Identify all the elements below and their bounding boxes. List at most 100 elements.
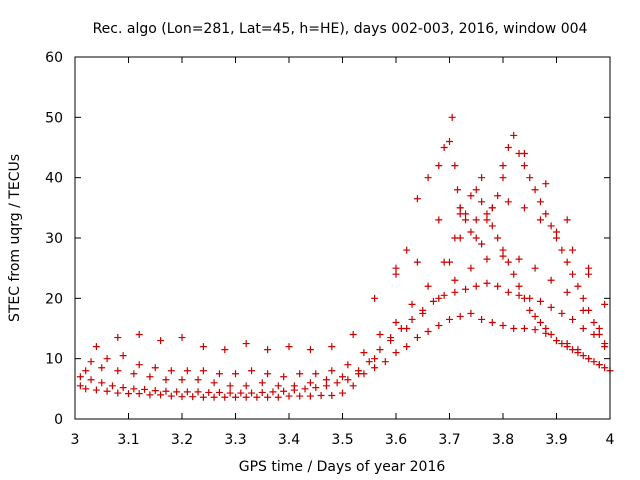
data-point (130, 370, 138, 378)
data-point (483, 279, 491, 287)
data-point (499, 252, 507, 260)
data-point (226, 389, 234, 397)
data-point (413, 195, 421, 203)
data-point (151, 387, 159, 395)
data-point (392, 264, 400, 272)
y-tick-label: 10 (45, 352, 63, 368)
data-point (563, 288, 571, 296)
data-point (536, 318, 544, 326)
data-point (413, 334, 421, 342)
data-point (322, 376, 330, 384)
data-point (595, 361, 603, 369)
data-point (585, 264, 593, 272)
data-point (579, 352, 587, 360)
data-point (328, 343, 336, 351)
data-point (205, 388, 213, 396)
x-tick-label: 4 (606, 432, 615, 448)
data-point (296, 370, 304, 378)
data-point (403, 325, 411, 332)
data-point (472, 282, 480, 290)
data-point (157, 391, 165, 399)
data-point (157, 337, 165, 345)
data-point (215, 370, 223, 378)
data-point (547, 276, 555, 284)
data-point (515, 291, 523, 299)
x-tick-label: 3.9 (545, 432, 567, 448)
data-point (82, 367, 90, 375)
data-point (296, 392, 304, 400)
x-axis-label: GPS time / Days of year 2016 (239, 459, 446, 475)
data-point (210, 379, 218, 387)
data-point (435, 321, 443, 329)
data-point (478, 174, 486, 182)
data-point (574, 282, 582, 290)
data-point (333, 379, 341, 387)
data-point (515, 150, 523, 158)
x-tick-label: 3.6 (385, 432, 407, 448)
data-point (563, 343, 571, 351)
data-point (446, 137, 453, 145)
data-point (274, 382, 282, 390)
data-point (467, 309, 475, 317)
data-point (371, 364, 379, 372)
data-point (199, 343, 207, 351)
y-tick-label: 0 (54, 412, 63, 428)
x-tick-label: 3.2 (171, 432, 193, 448)
data-point (504, 198, 512, 206)
data-point (381, 358, 389, 366)
data-point (312, 370, 320, 378)
data-point (280, 387, 288, 395)
data-point (419, 309, 427, 317)
data-point (515, 282, 523, 290)
data-point (306, 346, 314, 354)
y-tick-label: 50 (45, 110, 63, 126)
data-point (98, 379, 106, 387)
data-point (440, 291, 448, 299)
data-point (392, 270, 400, 278)
data-point (558, 340, 566, 348)
data-point (392, 318, 400, 326)
data-point (135, 331, 143, 339)
data-point (494, 234, 502, 242)
data-point (392, 349, 400, 357)
data-point (494, 192, 502, 200)
data-point (408, 300, 416, 308)
data-point (178, 376, 186, 384)
data-point (526, 174, 534, 182)
data-point (221, 346, 229, 354)
data-point (531, 186, 539, 194)
data-point (119, 384, 127, 392)
data-point (114, 389, 122, 397)
data-point (108, 382, 116, 390)
data-point (317, 391, 325, 399)
data-point (199, 393, 207, 401)
data-point (553, 337, 560, 345)
plot-frame (74, 56, 611, 420)
data-point (237, 389, 245, 397)
x-tick-label: 3.7 (438, 432, 460, 448)
data-point (478, 240, 486, 248)
data-point (547, 303, 555, 311)
data-point (194, 376, 202, 384)
data-point (531, 264, 539, 272)
data-point (167, 392, 175, 400)
chart-title: Rec. algo (Lon=281, Lat=45, h=HE), days … (93, 21, 588, 37)
y-tick-label: 60 (45, 50, 63, 66)
data-point (531, 326, 539, 334)
data-point (520, 204, 528, 212)
data-point (290, 382, 298, 390)
x-tick-label: 3.3 (224, 432, 246, 448)
data-point (451, 234, 459, 242)
data-point (103, 355, 111, 363)
data-point (135, 390, 143, 398)
data-point (258, 379, 266, 387)
data-point (595, 331, 603, 339)
data-point (103, 387, 111, 395)
data-point (242, 393, 250, 401)
data-point (435, 162, 443, 170)
y-tick-label: 30 (45, 231, 63, 247)
data-point (280, 373, 288, 381)
y-axis-ticks: 0 10 20 30 40 50 60 (45, 50, 610, 428)
data-point (585, 355, 593, 363)
